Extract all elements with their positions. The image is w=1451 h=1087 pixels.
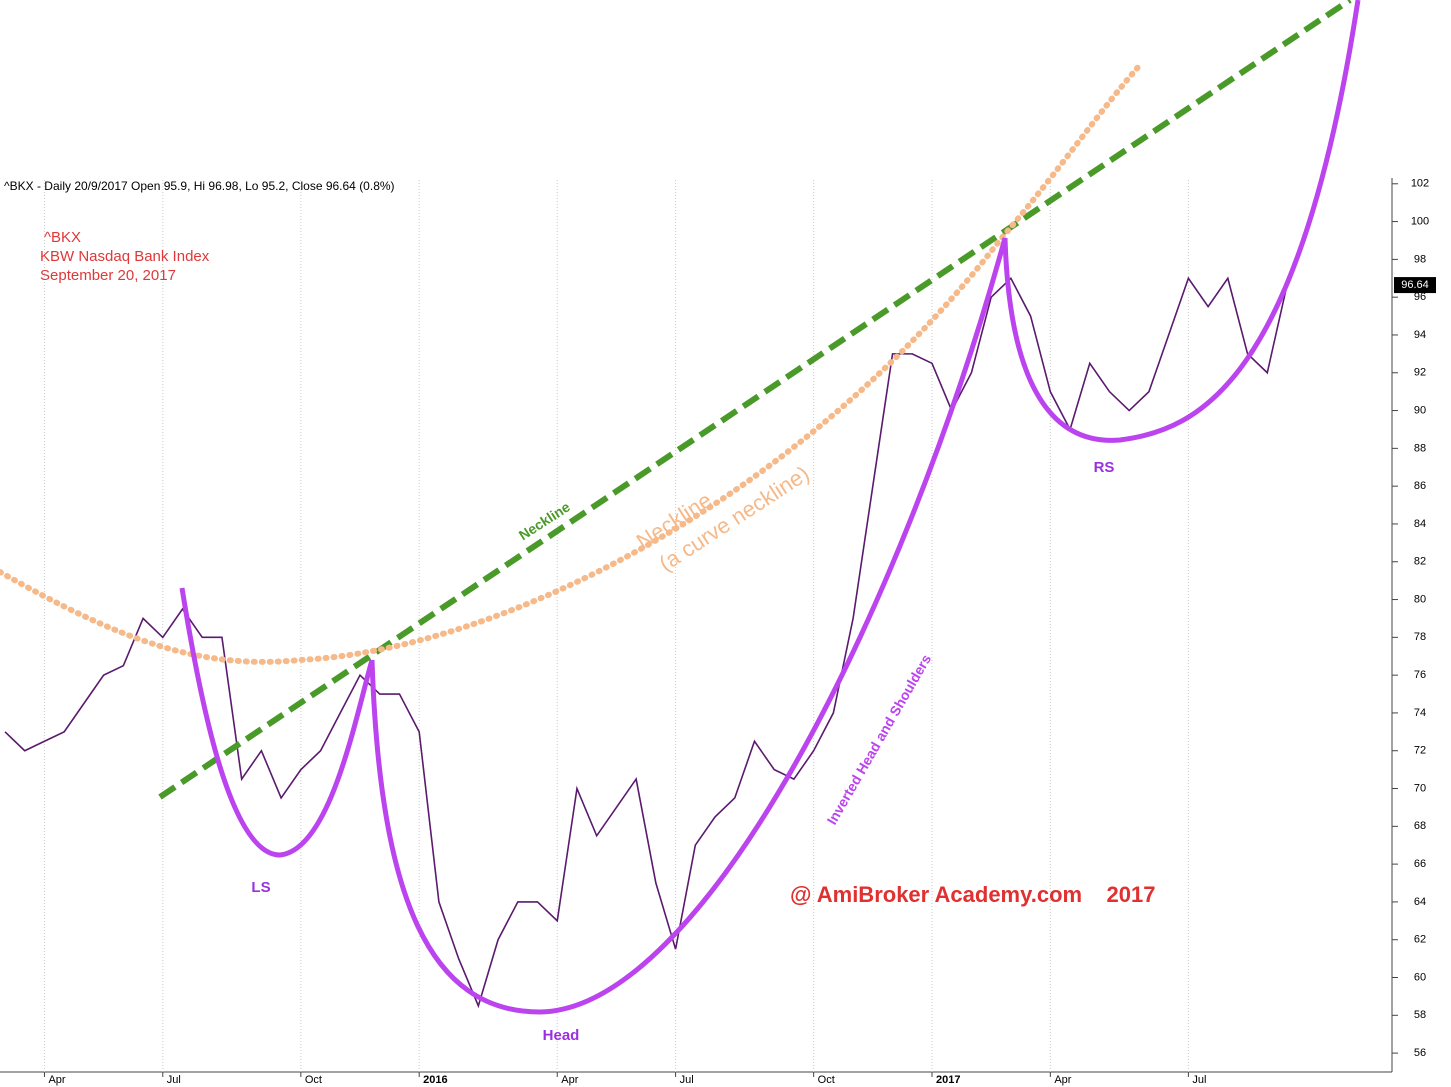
x-tick-label: Apr xyxy=(48,1074,65,1086)
last-price-box xyxy=(1394,277,1436,294)
x-tick-label: Oct xyxy=(305,1074,322,1086)
y-tick-label: 72 xyxy=(1414,745,1426,757)
head-curve xyxy=(369,237,1008,1015)
y-tick-label: 100 xyxy=(1411,215,1429,227)
watermark: @ AmiBroker Academy.com 2017 xyxy=(790,882,1155,907)
x-tick-label: Apr xyxy=(561,1074,578,1086)
y-tick-label: 66 xyxy=(1414,858,1426,870)
y-tick-label: 62 xyxy=(1414,934,1426,946)
y-tick-label: 76 xyxy=(1414,669,1426,681)
y-tick-label: 80 xyxy=(1414,593,1426,605)
y-tick-label: 64 xyxy=(1414,896,1426,908)
y-tick-label: 86 xyxy=(1414,480,1426,492)
x-tick-label: 2016 xyxy=(423,1074,447,1086)
left-shoulder-curve xyxy=(179,587,375,858)
y-tick-label: 82 xyxy=(1414,556,1426,568)
curve-neckline xyxy=(0,62,1143,665)
x-tick-label: 2017 xyxy=(936,1074,960,1086)
y-tick-label: 70 xyxy=(1414,782,1426,794)
y-tick-label: 78 xyxy=(1414,631,1426,643)
y-tick-label: 94 xyxy=(1414,329,1426,341)
marks xyxy=(4,276,1288,1009)
y-tick-label: 92 xyxy=(1414,367,1426,379)
x-tick-label: Jul xyxy=(167,1074,181,1086)
y-tick-label: 84 xyxy=(1414,518,1426,530)
last-price-label: 96.64 xyxy=(1401,279,1429,291)
y-tick-label: 74 xyxy=(1414,707,1426,719)
y-tick-label: 60 xyxy=(1414,971,1426,983)
chart-title: ^BKX - Daily 20/9/2017 Open 95.9, Hi 96.… xyxy=(4,179,395,193)
overlay xyxy=(0,0,1361,1015)
x-tick-label: Jul xyxy=(680,1074,694,1086)
x-tick-label: Apr xyxy=(1054,1074,1071,1086)
annotation: Head xyxy=(543,1027,580,1044)
annotation: KBW Nasdaq Bank Index xyxy=(40,248,210,265)
annotation: LS xyxy=(251,879,270,896)
y-tick-label: 68 xyxy=(1414,820,1426,832)
price-line xyxy=(4,276,1288,1009)
y-tick-label: 102 xyxy=(1411,178,1429,190)
right-shoulder-curve xyxy=(1002,0,1361,443)
annotation: RS xyxy=(1094,459,1115,476)
annotation: September 20, 2017 xyxy=(40,267,176,284)
y-tick-label: 96 xyxy=(1414,291,1426,303)
y-tick-label: 58 xyxy=(1414,1009,1426,1021)
y-tick-label: 90 xyxy=(1414,404,1426,416)
y-tick-label: 56 xyxy=(1414,1047,1426,1059)
x-tick-label: Jul xyxy=(1192,1074,1206,1086)
neckline xyxy=(158,0,1352,800)
y-tick-label: 88 xyxy=(1414,442,1426,454)
x-tick-label: Oct xyxy=(818,1074,835,1086)
y-tick-label: 98 xyxy=(1414,253,1426,265)
annotation: ^BKX xyxy=(44,229,81,246)
